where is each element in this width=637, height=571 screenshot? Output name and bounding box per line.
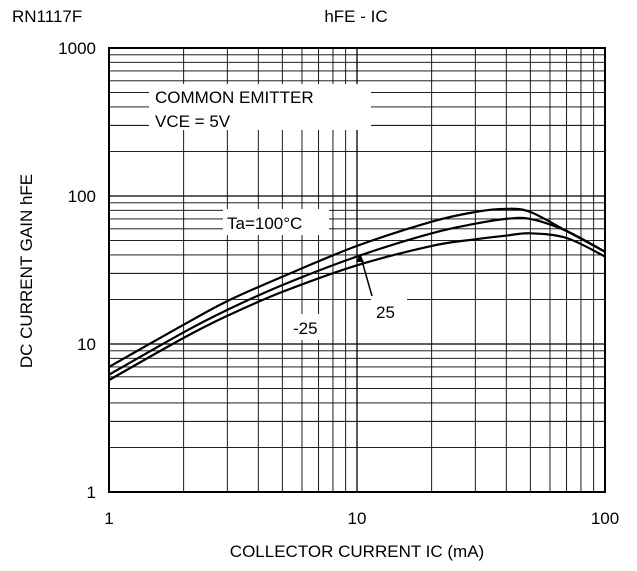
condition-box — [149, 84, 371, 130]
series-label-bg-100 — [223, 209, 329, 235]
part-number: RN1117F — [12, 7, 82, 26]
chart-curves — [108, 207, 606, 382]
chart-title: hFE - IC — [324, 7, 387, 26]
x-tick-label: 10 — [348, 509, 367, 528]
condition-line-2: VCE = 5V — [155, 112, 231, 131]
plot-frame — [108, 47, 606, 493]
series-label-minus25: -25 — [293, 319, 318, 338]
series-line-0 — [108, 207, 606, 368]
x-tick-label: 1 — [104, 509, 113, 528]
series-label-bg-m25 — [290, 314, 330, 340]
y-tick-label: 1000 — [58, 39, 96, 58]
series-line-2 — [108, 232, 606, 382]
y-tick-label: 100 — [68, 187, 96, 206]
x-tick-label: 100 — [591, 509, 619, 528]
y-axis-label: DC CURRENT GAIN hFE — [17, 174, 36, 368]
y-tick-label: 10 — [77, 335, 96, 354]
x-axis-label: COLLECTOR CURRENT IC (mA) — [230, 542, 484, 561]
condition-line-1: COMMON EMITTER — [155, 88, 314, 107]
y-tick-label: 1 — [87, 483, 96, 502]
series-25-arrowhead — [356, 254, 364, 262]
series-line-1 — [108, 216, 606, 376]
series-label-25: 25 — [376, 303, 395, 322]
series-label-bg-25 — [371, 298, 407, 324]
tick-labels: 1 10 100 1 10 100 1000 — [58, 39, 619, 528]
series-label-100c: Ta=100°C — [227, 214, 302, 233]
